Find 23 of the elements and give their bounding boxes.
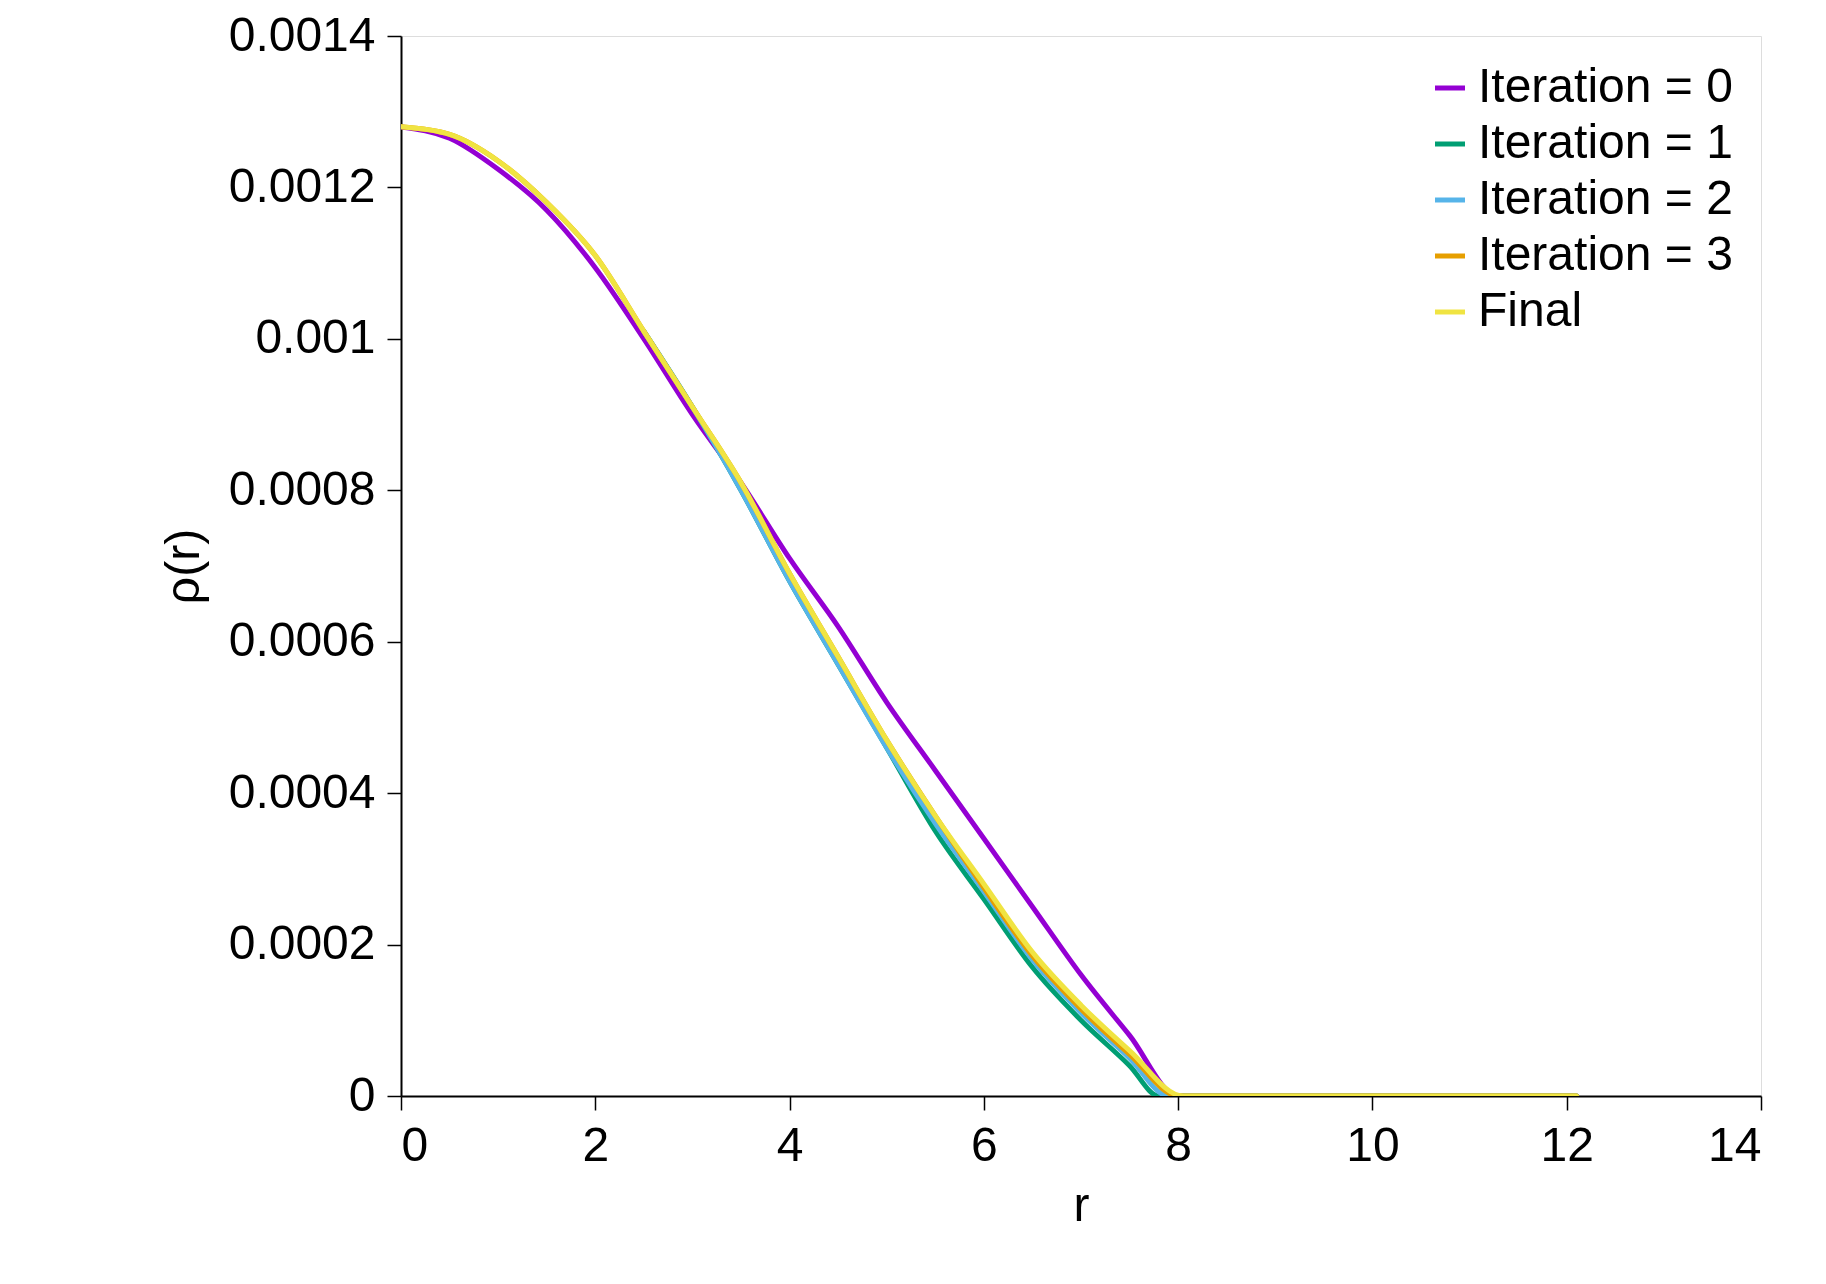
legend-label: Iteration = 1: [1478, 115, 1733, 168]
x-tick-label: 14: [1708, 1117, 1762, 1171]
legend-label: Iteration = 0: [1478, 59, 1733, 112]
y-tick-label: 0: [348, 1067, 376, 1121]
y-tick-label: 0.0002: [228, 916, 376, 970]
y-tick-label: 0.0012: [228, 158, 376, 212]
legend-label: Iteration = 2: [1478, 171, 1733, 224]
y-axis-title: ρ(r): [155, 528, 209, 605]
y-tick-label: 0.0014: [228, 7, 376, 61]
x-axis-title: r: [1073, 1177, 1090, 1231]
y-tick-label: 0.0004: [228, 764, 376, 818]
y-tick-label: 0.0008: [228, 461, 376, 515]
x-tick-label: 10: [1346, 1117, 1400, 1171]
y-tick-label: 0.001: [255, 310, 376, 364]
legend-label: Iteration = 3: [1478, 227, 1733, 280]
y-tick-label: 0.0006: [228, 613, 376, 667]
x-tick-label: 2: [582, 1117, 610, 1171]
x-tick-label: 6: [971, 1117, 998, 1171]
x-tick-label: 8: [1165, 1117, 1192, 1171]
x-tick-label: 0: [401, 1117, 429, 1171]
legend-label: Final: [1478, 283, 1583, 336]
x-tick-label: 12: [1540, 1117, 1594, 1171]
x-tick-label: 4: [776, 1117, 804, 1171]
